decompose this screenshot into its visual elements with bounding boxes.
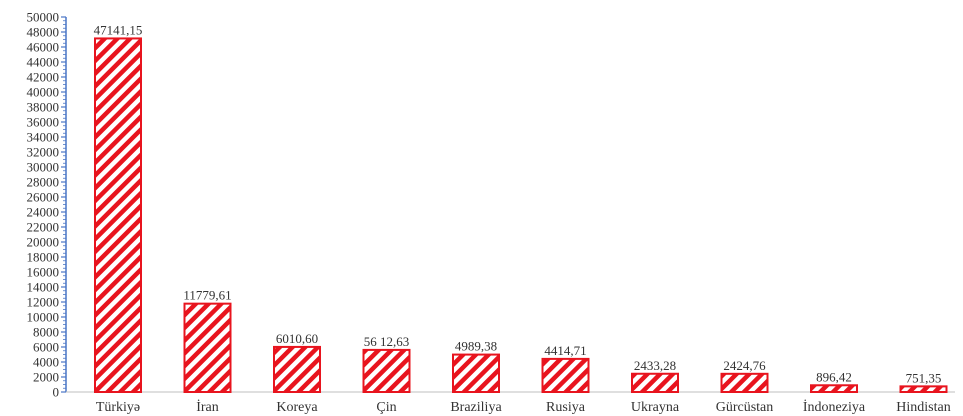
y-tick-label: 10000 — [27, 310, 60, 325]
y-tick-label: 36000 — [27, 115, 60, 130]
category-label: İndoneziya — [803, 399, 866, 415]
y-tick-label: 32000 — [27, 145, 60, 160]
category-label: Braziliya — [450, 400, 502, 415]
y-tick-label: 8000 — [33, 325, 59, 340]
data-labels: 47141,15 11779,61 6010,60 56 12,63 4989,38 44… — [94, 22, 942, 385]
bar — [810, 384, 858, 394]
bar — [452, 353, 500, 393]
category-label: Çin — [376, 400, 396, 415]
category-label: Türkiyə — [96, 400, 140, 415]
data-label: 11779,61 — [183, 288, 231, 303]
bar — [541, 357, 590, 394]
y-tick-label: 2000 — [33, 370, 59, 385]
data-label: 4989,38 — [455, 339, 497, 354]
bar — [183, 302, 232, 393]
y-tick-label: 48000 — [27, 25, 60, 40]
data-label: 2433,28 — [634, 358, 676, 373]
bar — [631, 372, 679, 393]
y-tick-label: 6000 — [33, 340, 59, 355]
data-label: 4414,71 — [544, 343, 586, 358]
bar — [720, 372, 769, 393]
y-tick-label: 50000 — [27, 10, 60, 25]
y-tick-label: 20000 — [27, 235, 60, 250]
y-axis: 0200040006000800010000120001400016000180… — [27, 10, 955, 400]
category-label: Gürcüstan — [716, 400, 774, 415]
data-label: 751,35 — [906, 370, 942, 385]
y-tick-label: 24000 — [27, 205, 60, 220]
bar — [899, 385, 948, 393]
y-tick-label: 42000 — [27, 70, 60, 85]
y-tick-label: 34000 — [27, 130, 60, 145]
y-tick-label: 46000 — [27, 40, 60, 55]
y-tick-label: 28000 — [27, 175, 60, 190]
data-label: 2424,76 — [723, 358, 766, 373]
y-tick-label: 22000 — [27, 220, 60, 235]
data-label: 896,42 — [816, 369, 852, 384]
bars — [94, 37, 948, 394]
y-tick-label: 12000 — [27, 295, 60, 310]
y-tick-label: 40000 — [27, 85, 60, 100]
category-label: Koreya — [276, 400, 318, 415]
y-tick-label: 44000 — [27, 55, 60, 70]
category-label: Ukrayna — [631, 400, 680, 415]
y-tick-label: 18000 — [27, 250, 60, 265]
y-tick-label: 26000 — [27, 190, 60, 205]
data-label: 47141,15 — [94, 22, 143, 37]
y-tick-label: 38000 — [27, 100, 60, 115]
category-labels: Türkiyə İran Koreya Çin Braziliya Rusiya Ukray… — [96, 399, 951, 415]
data-label: 56 12,63 — [364, 334, 410, 349]
y-tick-label: 16000 — [27, 265, 60, 280]
bar — [273, 345, 321, 393]
data-label: 6010,60 — [276, 331, 318, 346]
bar — [362, 348, 411, 393]
y-tick-label: 0 — [53, 385, 60, 400]
y-tick-label: 14000 — [27, 280, 60, 295]
category-label: Rusiya — [546, 400, 586, 415]
y-tick-label: 4000 — [33, 355, 59, 370]
category-label: İran — [196, 399, 219, 415]
bar — [94, 37, 142, 393]
y-tick-label: 30000 — [27, 160, 60, 175]
category-label: Hindistan — [896, 400, 950, 415]
